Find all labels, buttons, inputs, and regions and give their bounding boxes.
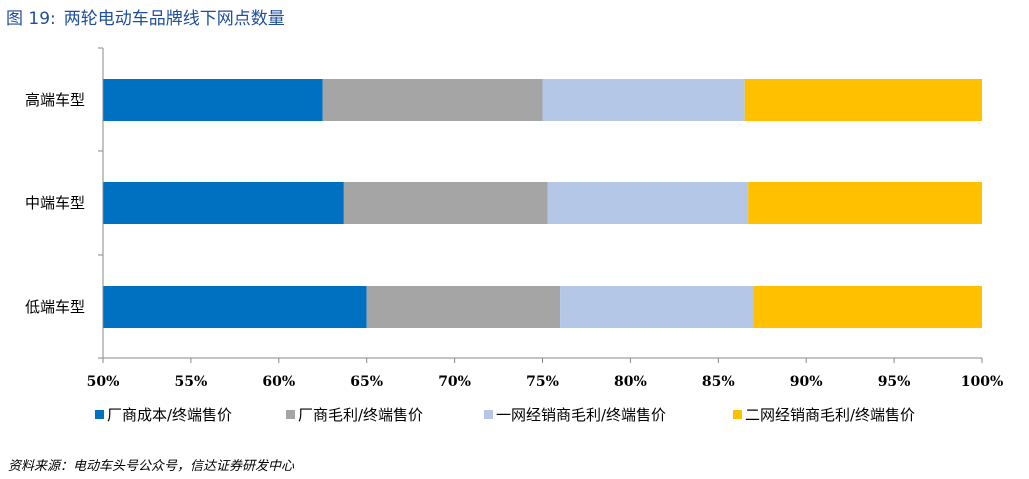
bar-segment-3-2 [366,286,561,328]
legend-label-2: 厂商毛利/终端售价 [298,406,423,424]
bar-segment-3-3 [560,286,754,328]
x-tick-label-4: 65% [350,374,383,390]
bar-segment-1-4 [744,79,982,121]
bar-segment-1-2 [322,79,543,121]
bar-segment-2-1 [103,182,344,224]
bar-segment-2-3 [547,182,749,224]
category-label-1: 高端车型 [25,91,85,109]
figure-label: 图 19: [6,9,56,29]
legend-label-4: 二网经销商毛利/终端售价 [745,406,915,424]
bar-segment-3-1 [103,286,367,328]
x-tick-label-5: 70% [438,374,471,390]
bar-segment-2-2 [343,182,548,224]
bar-segment-2-4 [748,182,982,224]
x-tick-label-7: 80% [614,374,647,390]
figure-title: 图 19: 两轮电动车品牌线下网点数量 [6,4,285,29]
x-tick-label-9: 90% [790,374,823,390]
bar-segment-3-4 [753,286,982,328]
figure-title-text: 两轮电动车品牌线下网点数量 [63,9,285,29]
legend-swatch-2 [286,410,295,419]
x-tick-label-6: 75% [526,374,559,390]
x-tick-label-11: 100% [961,374,1004,390]
x-tick-label-2: 55% [175,374,208,390]
legend-swatch-3 [484,410,493,419]
x-tick-label-10: 95% [878,374,911,390]
bar-segment-1-3 [542,79,745,121]
x-tick-label-8: 85% [702,374,735,390]
x-tick-label-3: 60% [262,374,295,390]
legend-label-3: 一网经销商毛利/终端售价 [496,406,666,424]
category-label-2: 中端车型 [25,194,85,212]
x-tick-label-1: 50% [87,374,120,390]
legend-label-1: 厂商成本/终端售价 [107,406,232,424]
legend-swatch-1 [95,410,104,419]
source-note: 资料来源：电动车头号公众号，信达证券研发中心 [8,459,295,474]
legend-swatch-4 [733,410,742,419]
category-label-3: 低端车型 [25,298,85,316]
bar-segment-1-1 [103,79,323,121]
